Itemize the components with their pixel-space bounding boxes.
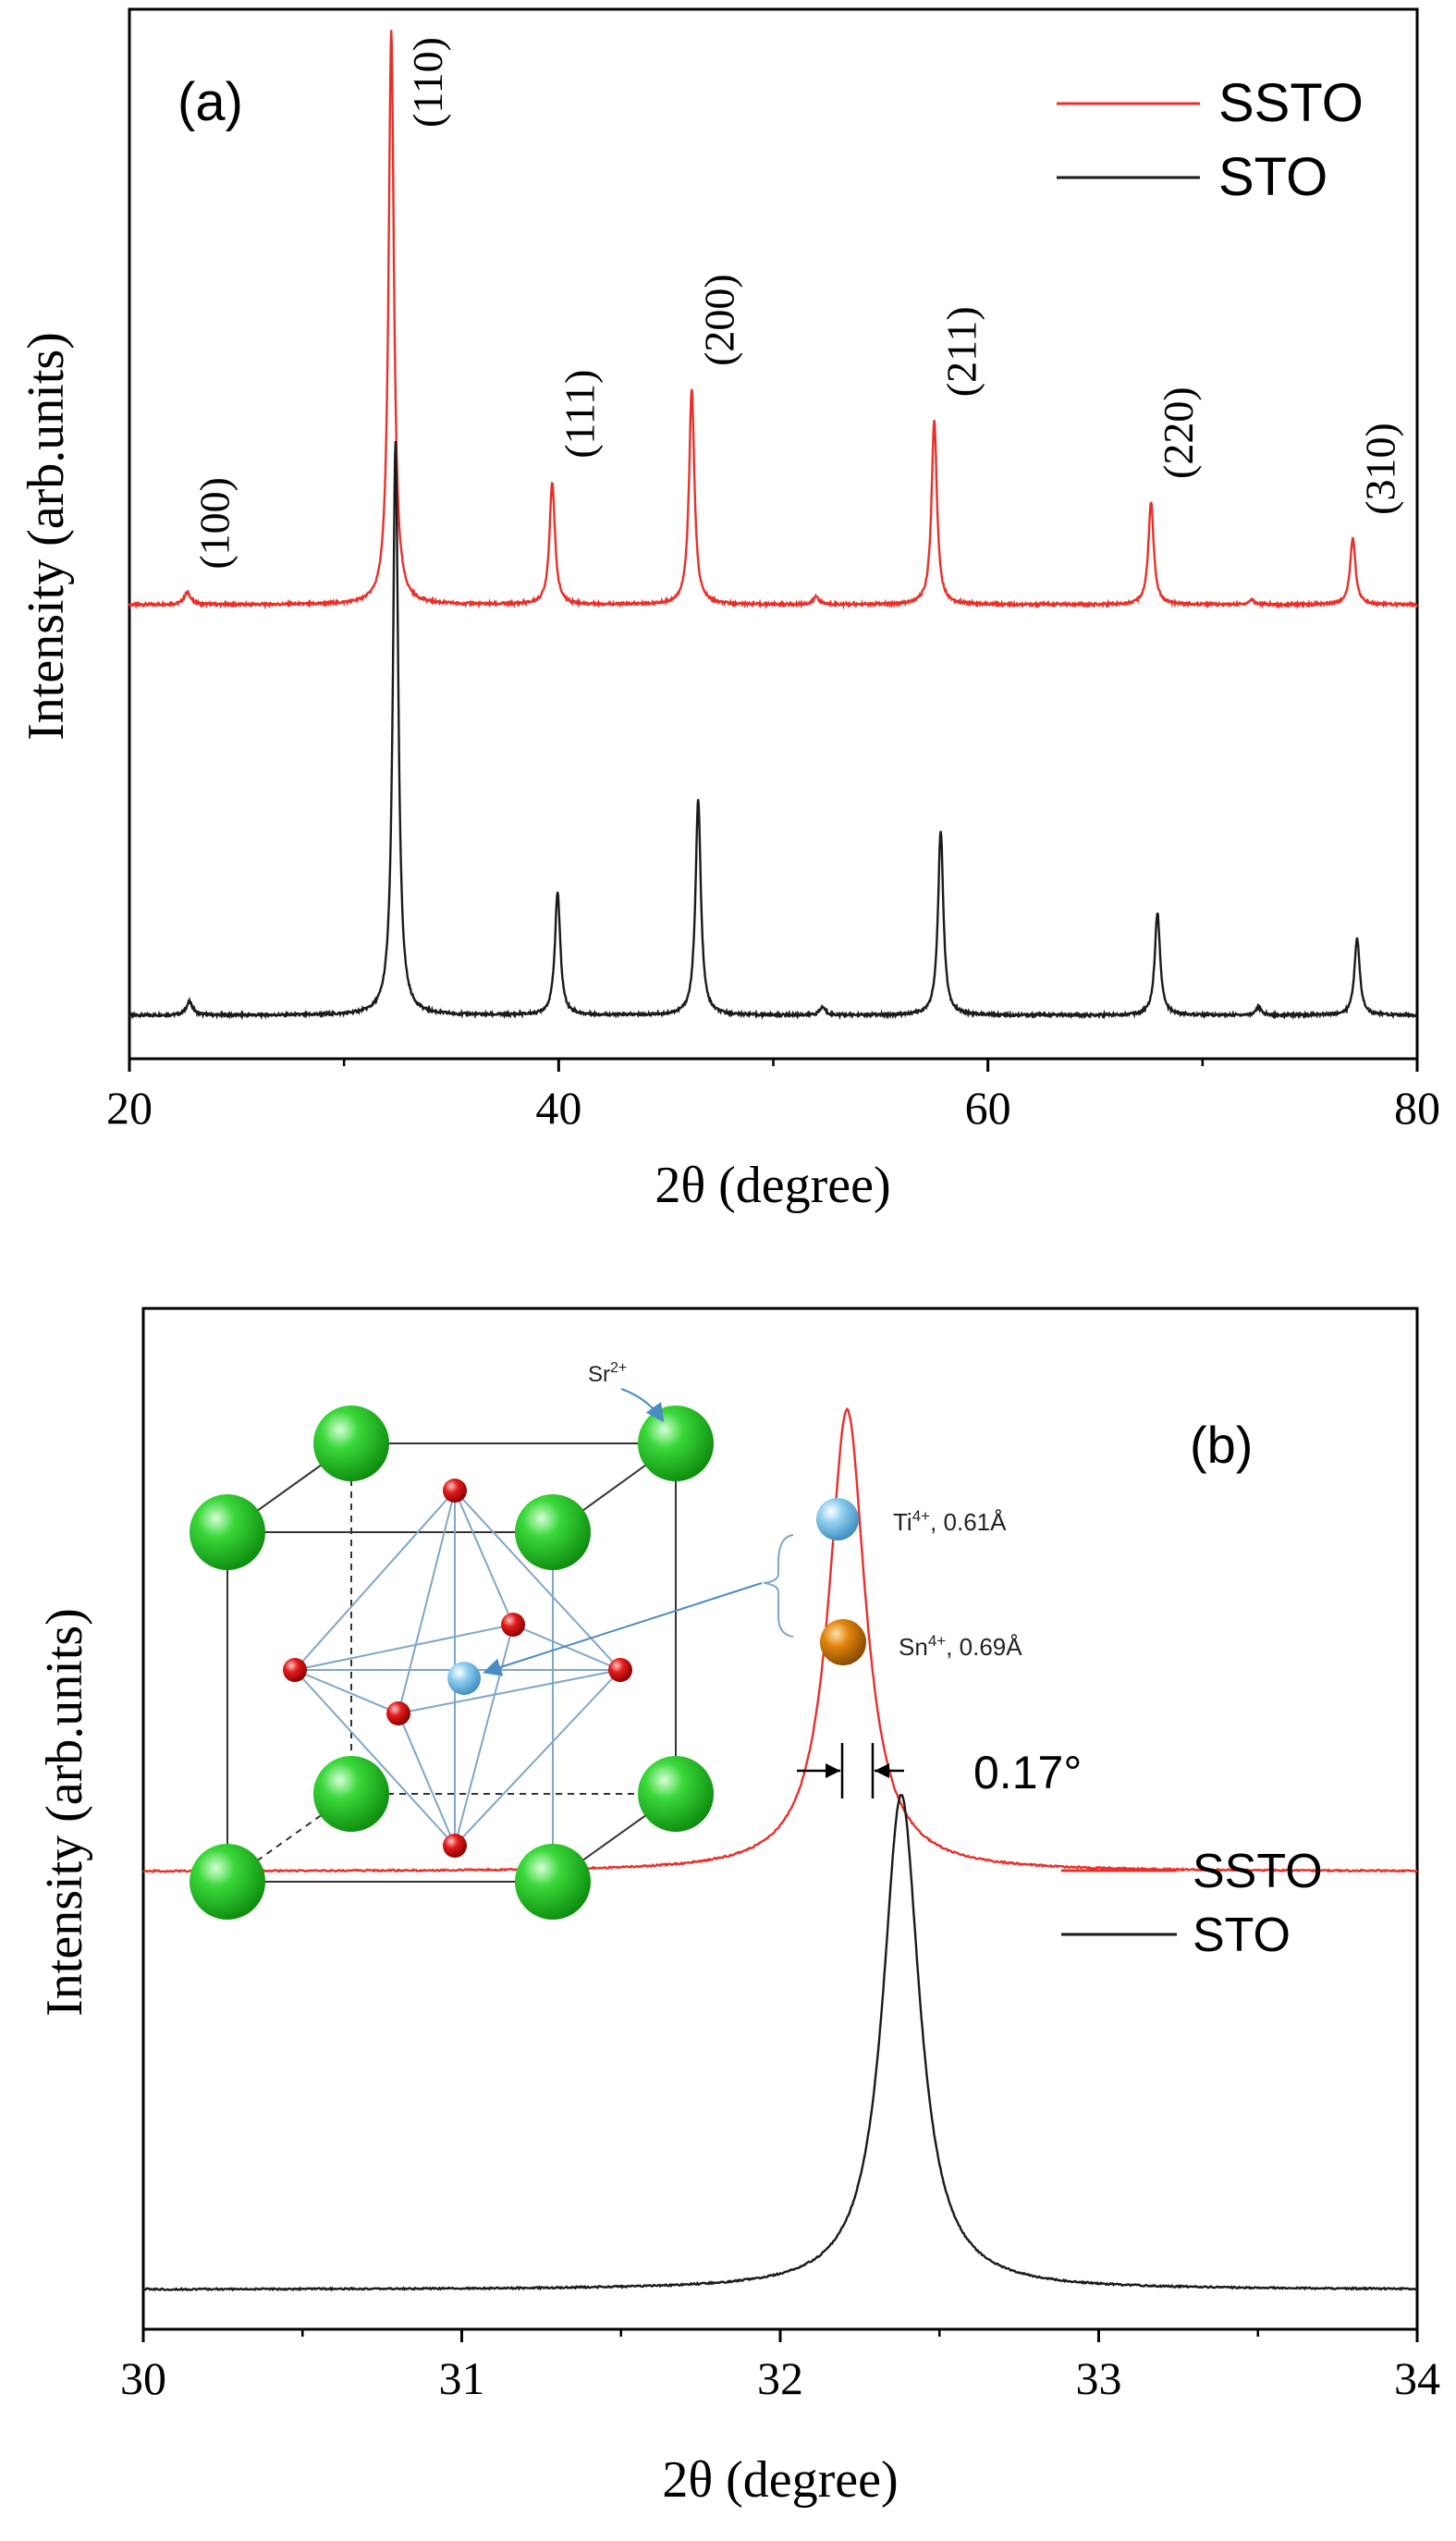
shift-right-arrowhead (875, 1763, 889, 1778)
b-tick-label: 34 (1394, 2352, 1440, 2404)
panel-b-x-axis-label: 2θ (degree) (662, 2451, 898, 2509)
shift-left-arrowhead (826, 1763, 840, 1778)
series-line-sto (142, 1794, 1418, 2292)
sn-legend-atom (820, 1619, 866, 1665)
panel-a-lines (128, 30, 1419, 1021)
legend-a-ssto-label: SSTO (1218, 73, 1364, 133)
panel-b-legend: SSTO STO (1061, 1845, 1323, 1962)
sr-label: Sr2+ (588, 1360, 627, 1387)
series-line-ssto (142, 1406, 1418, 1874)
legend-b-ssto-label: SSTO (1193, 1845, 1323, 1898)
series-line-sto (128, 440, 1418, 1021)
panel-b-y-axis-label: Intensity (arb.units) (36, 1608, 93, 2017)
panel-a-y-axis-label: Intensity (arb.units) (18, 332, 75, 741)
hkl-annotation: (100) (191, 477, 239, 570)
panel-a-x-axis-label: 2θ (degree) (655, 1157, 890, 1214)
sr-atom (638, 1756, 714, 1832)
panel-a-x-ticks: 20 40 60 80 (106, 1059, 1440, 1134)
peak-shift-label: 0.17° (973, 1747, 1082, 1798)
panel-a-annotations: (100) (110) (111) (200) (211) (220) (310) (191, 37, 1404, 570)
ti-legend-label: Ti4+, 0.61Å (893, 1507, 1007, 1536)
oxygen-atom (608, 1658, 632, 1682)
hkl-annotation: (200) (695, 274, 742, 366)
hkl-annotation: (310) (1356, 423, 1403, 515)
oxygen-atom (283, 1658, 307, 1682)
sr-pointer-arrow (620, 1388, 665, 1423)
a-tick-label: 80 (1394, 1082, 1440, 1134)
panel-b: 30 31 32 33 34 (b) 0.17° SSTO STO (36, 1307, 1440, 2509)
sr-atom (638, 1406, 714, 1481)
b-tick-label: 33 (1076, 2352, 1122, 2404)
legend-b-sto-label: STO (1193, 1909, 1291, 1962)
oxygen-atom (443, 1479, 467, 1503)
oxygen-atom (386, 1701, 410, 1725)
panel-a-label: (a) (177, 72, 243, 132)
sr-atom (313, 1756, 389, 1832)
hkl-annotation: (220) (1155, 387, 1202, 479)
panel-b-label: (b) (1190, 1416, 1253, 1474)
oxygen-atom (501, 1613, 525, 1637)
a-tick-label: 40 (535, 1082, 581, 1134)
sr-atom (515, 1494, 591, 1570)
b-site-pointer-arrow (483, 1582, 763, 1676)
panel-b-lines (142, 1406, 1418, 2292)
sr-atoms (190, 1406, 714, 1920)
sr-atom (190, 1844, 265, 1920)
octahedron-bonds (294, 1490, 621, 1882)
oxygen-atoms (283, 1479, 632, 1858)
b-tick-label: 32 (757, 2352, 803, 2404)
sr-atom (190, 1494, 265, 1570)
crystal-structure-inset: Sr2+ Ti4+, 0.61Å Sn4+, 0.69Å (190, 1360, 1022, 1920)
panel-a-legend: SSTO STO (1057, 73, 1364, 207)
a-tick-label: 20 (106, 1082, 153, 1134)
panel-b-x-ticks: 30 31 32 33 34 (120, 2329, 1440, 2404)
series-line-ssto (128, 30, 1419, 610)
b-site-atom (447, 1662, 481, 1695)
b-tick-label: 31 (439, 2352, 485, 2404)
oxygen-atom (443, 1834, 467, 1858)
hkl-annotation: (111) (556, 370, 603, 459)
a-tick-label: 60 (965, 1082, 1011, 1134)
hkl-annotation: (110) (404, 37, 451, 128)
sr-atom (515, 1844, 591, 1920)
panel-a: 20 40 60 80 (100)(110)(111)(200) (211)(220)(… (18, 7, 1440, 1214)
legend-brace (763, 1534, 794, 1638)
ti-legend-atom (816, 1498, 859, 1541)
sr-atom (313, 1406, 389, 1481)
peak-shift-marker (797, 1743, 904, 1798)
legend-a-sto-label: STO (1218, 147, 1328, 207)
sn-legend-label: Sn4+, 0.69Å (899, 1632, 1022, 1661)
b-tick-label: 30 (120, 2352, 166, 2404)
hkl-annotation: (211) (938, 306, 985, 397)
